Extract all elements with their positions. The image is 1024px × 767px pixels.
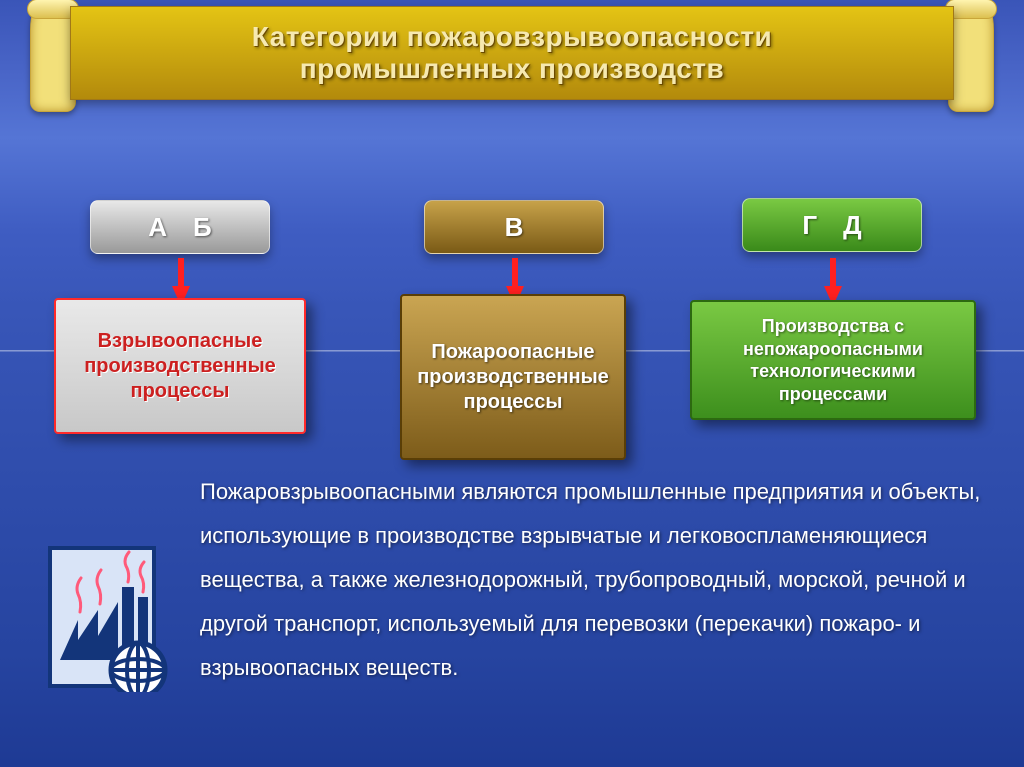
description-box-gd: Производства с непожароопасными технолог… [690,300,976,420]
title-line-2: промышленных производств [300,53,725,85]
category-letter: Б [193,212,212,243]
description-text: Производства с непожароопасными технолог… [702,315,964,405]
category-box-ab: А Б [90,200,270,254]
description-box-ab: Взрывоопасные производственные процессы [54,298,306,434]
title-banner: Категории пожаровзрывоопасности промышле… [70,6,954,100]
category-letter: А [148,212,167,243]
factory-globe-icon [44,542,194,692]
slide-stage: Категории пожаровзрывоопасности промышле… [0,0,1024,767]
category-letter: Д [843,210,862,241]
category-letter: В [505,212,524,243]
category-box-v: В [424,200,604,254]
description-text: Взрывоопасные производственные процессы [66,329,294,404]
description-text: Пожароопасные производственные процессы [412,340,614,415]
body-paragraph: Пожаровзрывоопасными являются промышленн… [200,470,1024,690]
category-letter: Г [802,210,817,241]
scroll-ornament-right-icon [948,0,994,112]
title-line-1: Категории пожаровзрывоопасности [252,21,773,53]
description-box-v: Пожароопасные производственные процессы [400,294,626,460]
category-box-gd: Г Д [742,198,922,252]
